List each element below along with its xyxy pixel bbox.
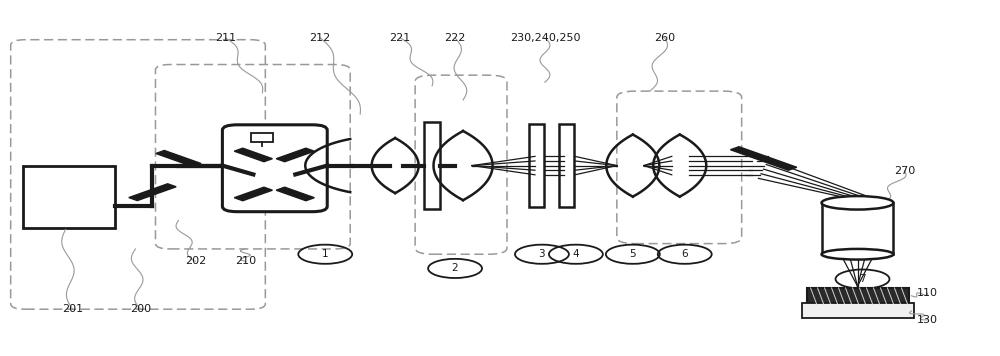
- Text: 3: 3: [539, 249, 545, 259]
- Text: 221: 221: [390, 33, 411, 43]
- Text: 6: 6: [681, 249, 688, 259]
- Text: 230,240,250: 230,240,250: [510, 33, 580, 43]
- Bar: [559, 124, 574, 207]
- Text: 260: 260: [654, 33, 675, 43]
- Text: 7: 7: [859, 274, 866, 284]
- Polygon shape: [129, 184, 176, 200]
- Text: 110: 110: [917, 288, 938, 298]
- Text: 5: 5: [630, 249, 636, 259]
- Bar: [424, 122, 440, 209]
- Polygon shape: [276, 148, 314, 162]
- Bar: [802, 303, 914, 318]
- Bar: [529, 124, 544, 207]
- FancyBboxPatch shape: [222, 125, 327, 212]
- Text: 201: 201: [62, 304, 83, 314]
- Bar: [822, 203, 893, 254]
- Text: 200: 200: [130, 304, 151, 314]
- Text: 210: 210: [235, 256, 256, 266]
- Text: 130: 130: [917, 315, 938, 325]
- Text: 4: 4: [573, 249, 579, 259]
- Text: 1: 1: [322, 249, 329, 259]
- Text: 222: 222: [444, 33, 466, 43]
- Bar: [807, 288, 909, 304]
- Ellipse shape: [822, 196, 893, 210]
- Polygon shape: [234, 148, 272, 162]
- Text: 211: 211: [215, 33, 236, 43]
- Bar: [23, 166, 115, 227]
- Polygon shape: [730, 147, 797, 170]
- Text: 212: 212: [310, 33, 331, 43]
- Text: 2: 2: [452, 263, 458, 273]
- Text: 270: 270: [894, 166, 915, 176]
- Polygon shape: [234, 187, 272, 201]
- Ellipse shape: [822, 249, 893, 260]
- Text: 202: 202: [185, 256, 206, 266]
- Bar: [251, 133, 273, 142]
- Polygon shape: [156, 151, 201, 167]
- Polygon shape: [276, 187, 314, 201]
